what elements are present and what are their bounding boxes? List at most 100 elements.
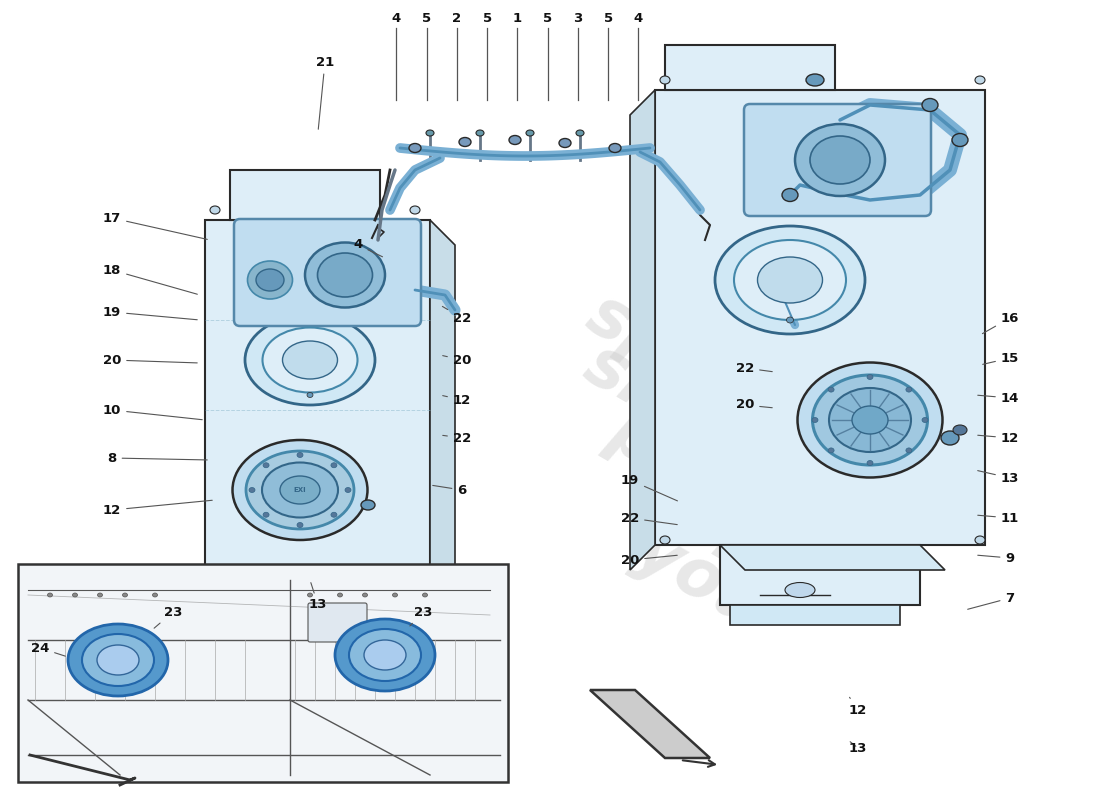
- Text: 5: 5: [422, 11, 431, 25]
- Text: 22: 22: [442, 431, 471, 445]
- Text: 19: 19: [103, 306, 197, 320]
- Ellipse shape: [786, 317, 793, 323]
- Text: 21: 21: [316, 55, 334, 130]
- Text: 1: 1: [513, 11, 521, 25]
- Text: 4: 4: [392, 11, 400, 25]
- Ellipse shape: [812, 418, 818, 422]
- Ellipse shape: [922, 98, 938, 111]
- Ellipse shape: [526, 130, 534, 136]
- Text: 5: 5: [483, 11, 492, 25]
- Ellipse shape: [410, 596, 420, 604]
- Polygon shape: [255, 605, 415, 630]
- Ellipse shape: [280, 476, 320, 504]
- Ellipse shape: [308, 593, 312, 597]
- Text: 16: 16: [982, 311, 1020, 334]
- Text: 17: 17: [103, 211, 207, 239]
- Text: 15: 15: [982, 351, 1019, 365]
- Ellipse shape: [806, 74, 824, 86]
- Text: 22: 22: [442, 306, 471, 325]
- Ellipse shape: [122, 593, 128, 597]
- Ellipse shape: [338, 593, 342, 597]
- Text: 22: 22: [736, 362, 772, 374]
- Text: spares: spares: [575, 281, 825, 463]
- Ellipse shape: [922, 418, 928, 422]
- Text: 13: 13: [849, 742, 867, 754]
- Ellipse shape: [210, 206, 220, 214]
- Ellipse shape: [409, 143, 421, 153]
- Polygon shape: [590, 690, 710, 758]
- Ellipse shape: [660, 76, 670, 84]
- Ellipse shape: [509, 135, 521, 145]
- Polygon shape: [730, 605, 900, 625]
- Polygon shape: [255, 605, 390, 670]
- Text: parts: parts: [598, 398, 802, 554]
- Text: 12: 12: [978, 431, 1019, 445]
- Ellipse shape: [828, 448, 834, 453]
- Ellipse shape: [82, 634, 154, 686]
- Text: 3: 3: [573, 11, 582, 25]
- Ellipse shape: [906, 387, 912, 392]
- Polygon shape: [230, 170, 380, 220]
- Ellipse shape: [576, 130, 584, 136]
- Ellipse shape: [975, 536, 984, 544]
- Text: 12: 12: [442, 394, 471, 406]
- FancyBboxPatch shape: [18, 564, 508, 782]
- Ellipse shape: [782, 189, 797, 202]
- Ellipse shape: [263, 462, 270, 468]
- Text: 5: 5: [604, 11, 613, 25]
- Ellipse shape: [364, 640, 406, 670]
- Ellipse shape: [297, 453, 302, 458]
- Polygon shape: [205, 220, 430, 605]
- Text: 7: 7: [968, 591, 1014, 610]
- Text: EXI: EXI: [294, 487, 306, 493]
- Ellipse shape: [559, 138, 571, 147]
- Text: 13: 13: [309, 582, 327, 611]
- FancyBboxPatch shape: [308, 603, 367, 642]
- Ellipse shape: [785, 582, 815, 598]
- Ellipse shape: [940, 431, 959, 445]
- Ellipse shape: [758, 257, 823, 303]
- Ellipse shape: [798, 362, 943, 478]
- Ellipse shape: [297, 522, 302, 527]
- Ellipse shape: [263, 512, 270, 518]
- Ellipse shape: [867, 461, 873, 466]
- Text: 4: 4: [634, 11, 642, 25]
- Ellipse shape: [245, 315, 375, 405]
- Polygon shape: [654, 90, 984, 545]
- Ellipse shape: [975, 76, 984, 84]
- Ellipse shape: [813, 375, 927, 465]
- Ellipse shape: [952, 134, 968, 146]
- Ellipse shape: [660, 536, 670, 544]
- Ellipse shape: [97, 645, 139, 675]
- Ellipse shape: [953, 425, 967, 435]
- Text: 23: 23: [410, 606, 432, 626]
- Ellipse shape: [906, 448, 912, 453]
- Ellipse shape: [734, 240, 846, 320]
- Text: 12: 12: [103, 500, 212, 517]
- Ellipse shape: [336, 619, 434, 691]
- Ellipse shape: [263, 327, 358, 393]
- Text: 20: 20: [620, 554, 678, 566]
- Text: 18: 18: [102, 263, 197, 294]
- Text: 9: 9: [978, 551, 1014, 565]
- Ellipse shape: [795, 124, 886, 196]
- Text: 20: 20: [736, 398, 772, 411]
- Text: 12: 12: [849, 698, 867, 717]
- Text: 2: 2: [452, 11, 461, 25]
- Text: for: for: [637, 473, 763, 583]
- Ellipse shape: [852, 406, 888, 434]
- Ellipse shape: [867, 374, 873, 379]
- Ellipse shape: [349, 629, 421, 681]
- FancyBboxPatch shape: [744, 104, 931, 216]
- Text: oe spares
similar
parts for
you: oe spares similar parts for you: [867, 338, 974, 422]
- Ellipse shape: [283, 341, 338, 379]
- Text: 13: 13: [978, 470, 1020, 485]
- Ellipse shape: [609, 143, 622, 153]
- Ellipse shape: [73, 593, 77, 597]
- Ellipse shape: [810, 136, 870, 184]
- Text: 5: 5: [543, 11, 552, 25]
- Ellipse shape: [345, 487, 351, 493]
- Ellipse shape: [262, 462, 338, 518]
- Ellipse shape: [249, 487, 255, 493]
- Ellipse shape: [153, 593, 157, 597]
